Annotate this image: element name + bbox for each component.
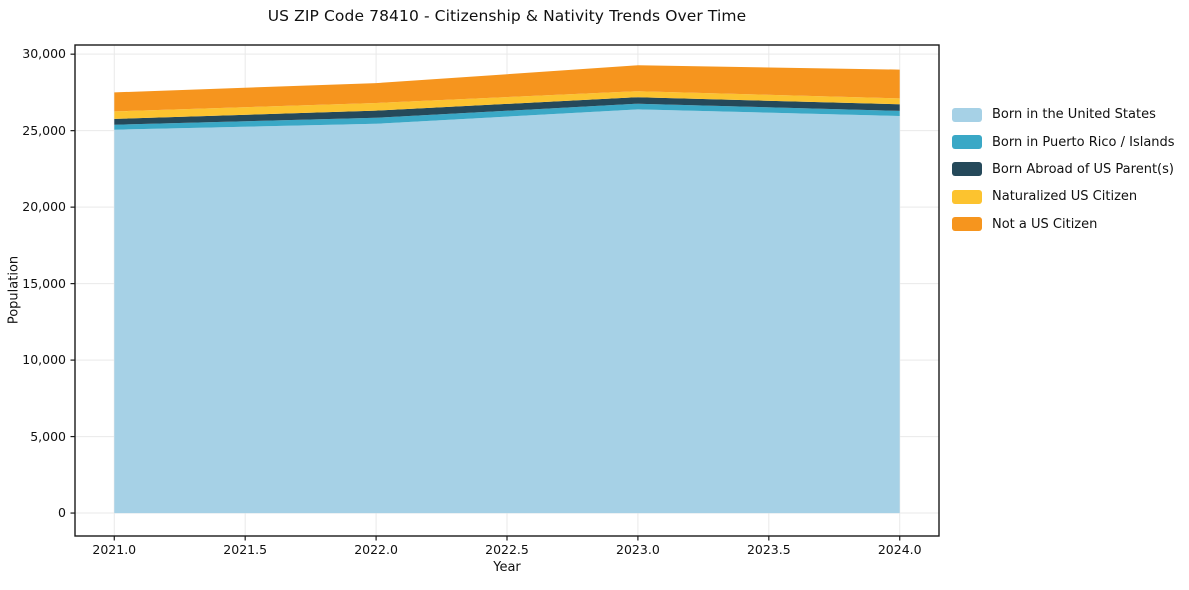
legend: Born in the United States Born in Puerto …: [952, 101, 1175, 238]
y-tick-label: 30,000: [22, 46, 66, 62]
legend-label: Naturalized US Citizen: [992, 189, 1138, 205]
legend-label: Born Abroad of US Parent(s): [992, 161, 1174, 177]
legend-label: Born in Puerto Rico / Islands: [992, 134, 1175, 150]
y-tick-label: 5,000: [30, 428, 66, 444]
x-tick-label: 2024.0: [877, 542, 922, 557]
legend-item: Born in the United States: [952, 101, 1175, 128]
legend-item: Born Abroad of US Parent(s): [952, 156, 1175, 183]
area-born-in-puerto-rico-islands: [114, 103, 900, 130]
x-axis-label: Year: [493, 560, 521, 575]
chart-title: US ZIP Code 78410 - Citizenship & Nativi…: [267, 7, 747, 25]
x-tick-label: 2022.5: [485, 542, 529, 557]
y-tick-label: 0: [58, 505, 66, 521]
legend-swatch: [952, 189, 982, 204]
legend-swatch: [952, 107, 982, 122]
legend-item: Not a US Citizen: [952, 211, 1175, 238]
area-not-a-us-citizen: [114, 65, 900, 112]
y-tick-label: 10,000: [22, 352, 66, 368]
x-tick-label: 2023.0: [616, 542, 660, 557]
legend-label: Not a US Citizen: [992, 216, 1098, 232]
y-tick-label: 25,000: [22, 122, 66, 138]
y-tick-label: 20,000: [22, 199, 66, 215]
area-born-abroad-of-us-parent-s: [114, 97, 900, 125]
legend-swatch: [952, 135, 982, 150]
legend-swatch: [952, 162, 982, 177]
legend-swatch: [952, 217, 982, 232]
y-tick-label: 15,000: [22, 275, 66, 291]
legend-label: Born in the United States: [992, 107, 1156, 123]
area-born-in-the-united-states: [114, 109, 900, 514]
area-naturalized-us-citizen: [114, 91, 900, 119]
x-tick-label: 2021.0: [92, 542, 137, 557]
x-tick-label: 2022.0: [354, 542, 398, 557]
x-tick-label: 2023.5: [746, 542, 791, 557]
x-tick-label: 2021.5: [223, 542, 268, 557]
legend-item: Born in Puerto Rico / Islands: [952, 128, 1175, 155]
legend-item: Naturalized US Citizen: [952, 183, 1175, 210]
